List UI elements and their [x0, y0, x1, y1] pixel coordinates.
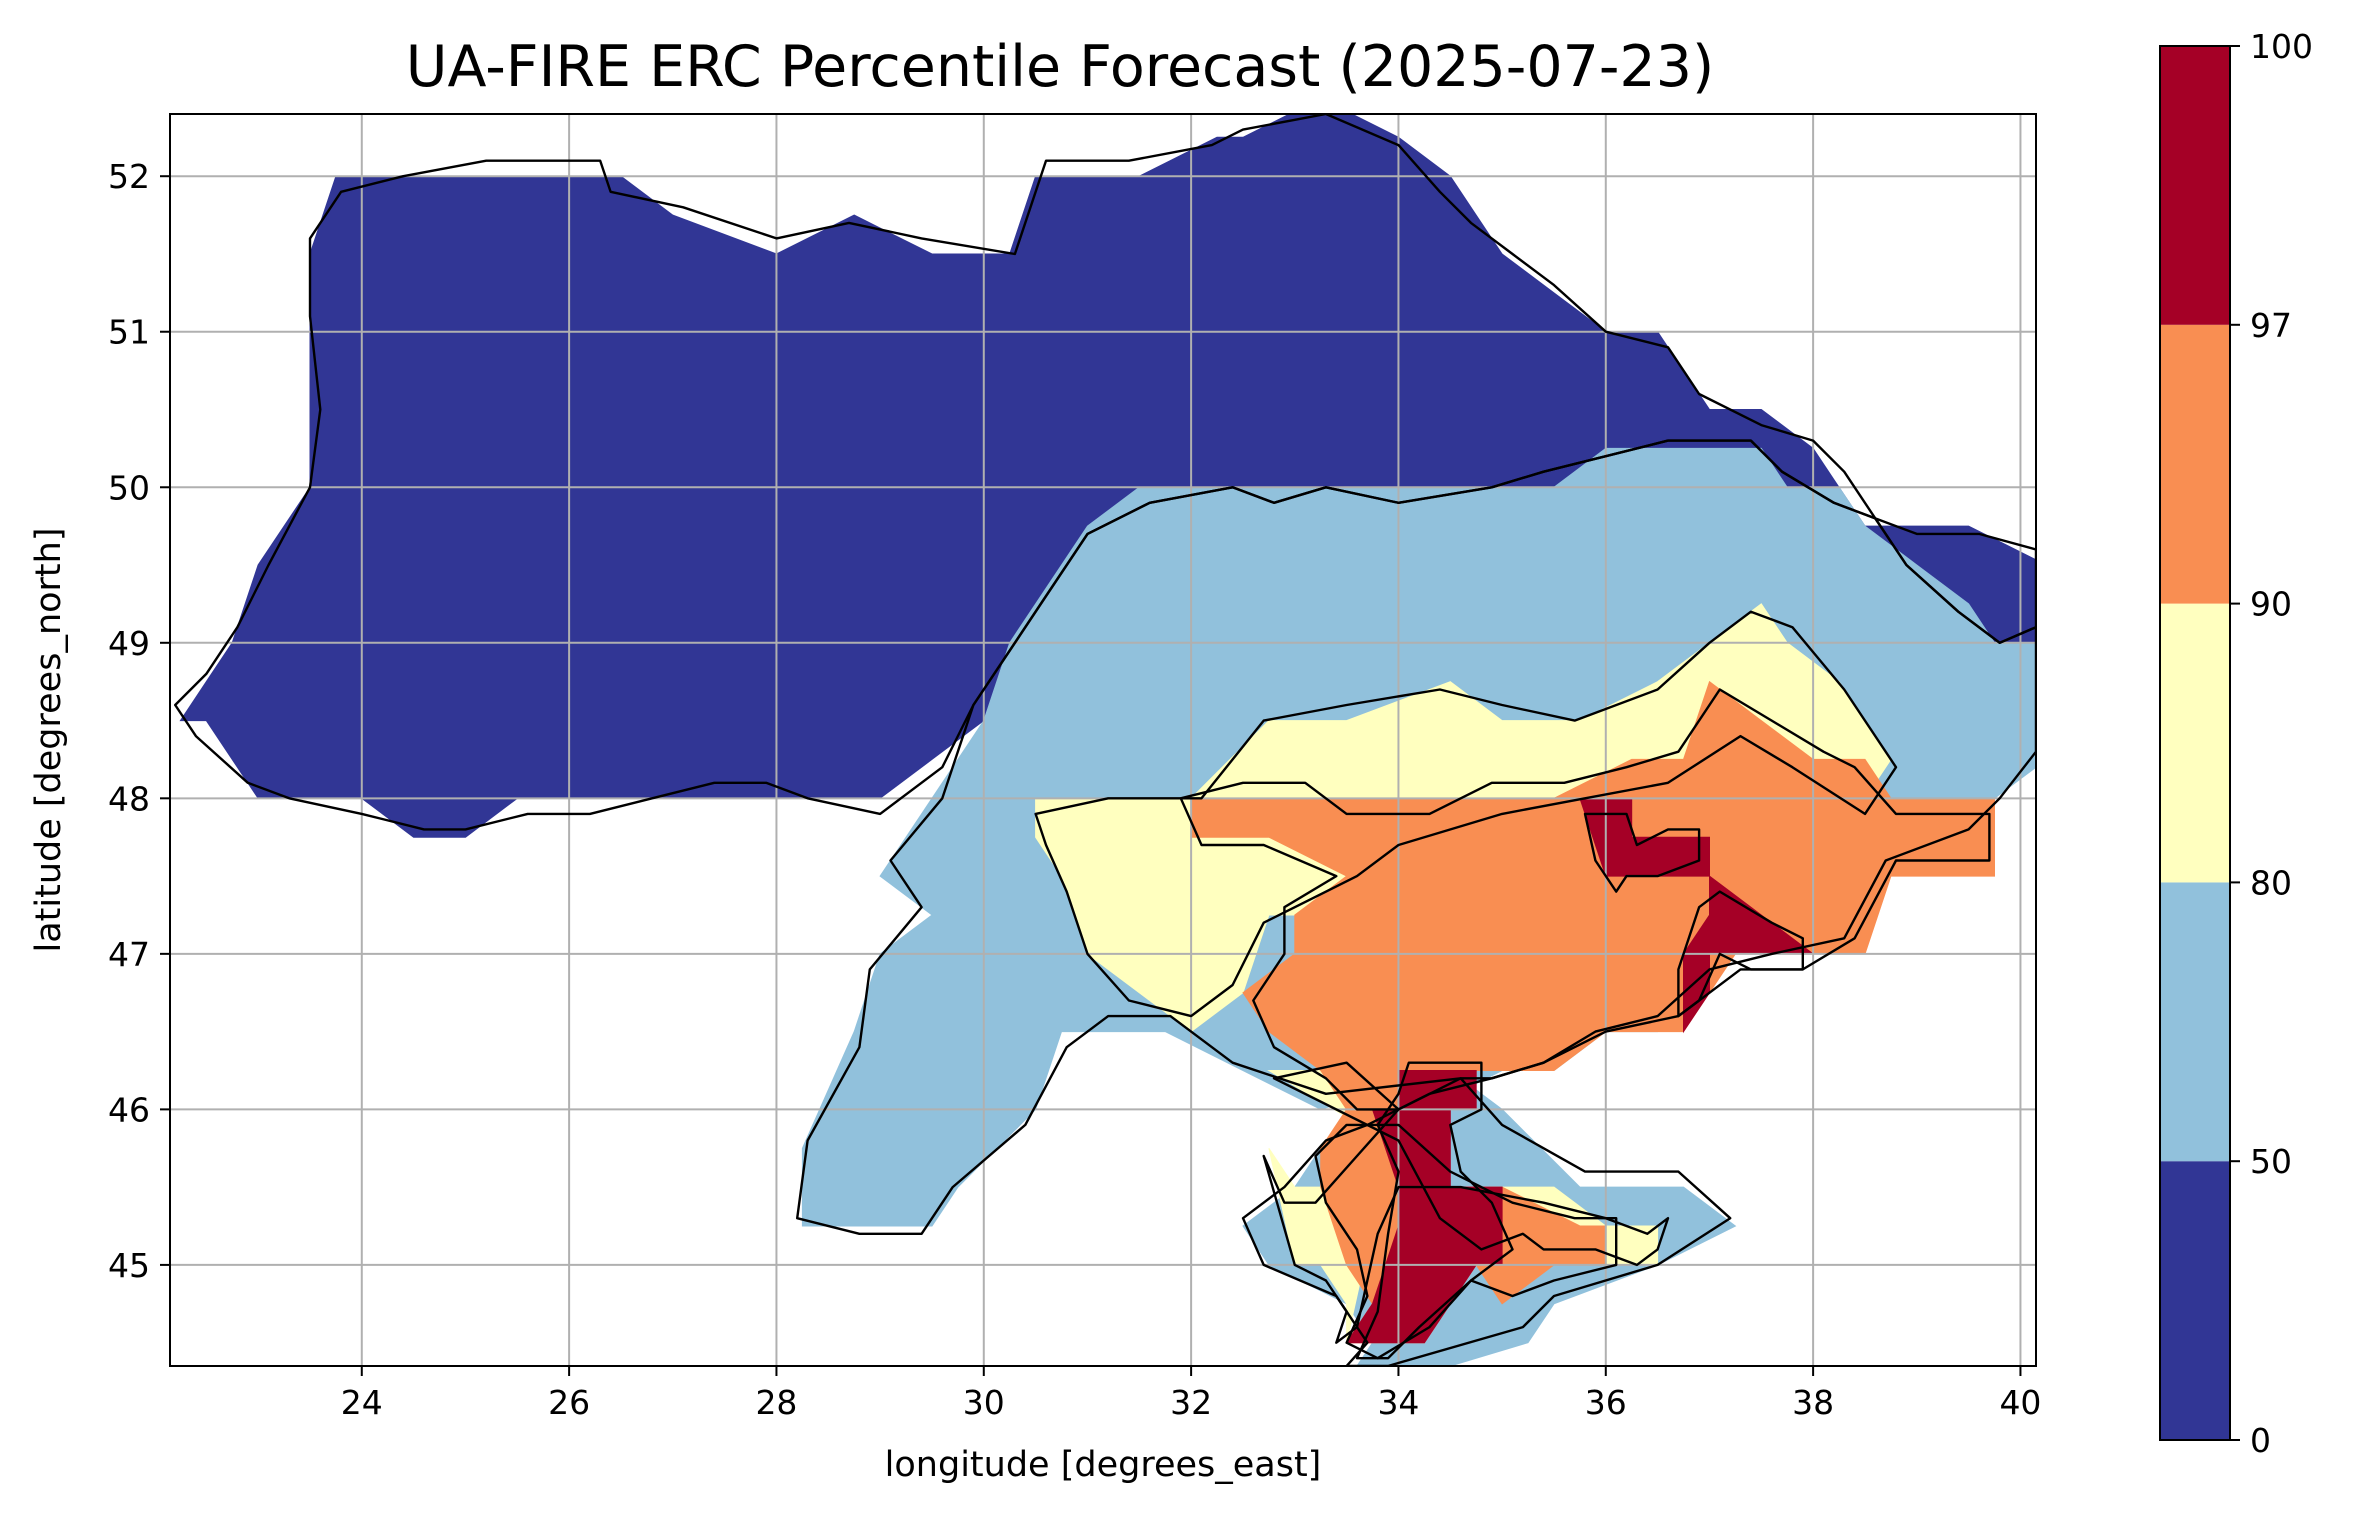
boundary-2	[1034, 610, 1898, 1018]
colorbar: 0 50 80 90 97 100	[2159, 27, 2313, 1460]
y-tick-label-51: 51	[108, 313, 150, 352]
colorbar-frame	[2159, 45, 2231, 1441]
x-tick-label-38: 38	[1792, 1383, 1834, 1422]
y-axis: 45 46 47 48 49 50 51 52	[108, 157, 170, 1285]
map-area	[169, 113, 2037, 1367]
colorbar-segment-0	[2160, 1161, 2230, 1440]
x-tick-label-40: 40	[1999, 1383, 2041, 1422]
boundary-4	[1179, 688, 1991, 1111]
x-tick-label-24: 24	[341, 1383, 383, 1422]
boundary-3	[1262, 1061, 1670, 1344]
y-tick-label-46: 46	[108, 1090, 150, 1129]
x-tick-label-36: 36	[1585, 1383, 1627, 1422]
boundary-8	[1677, 890, 1805, 1018]
colorbar-tick-label-97: 97	[2250, 306, 2292, 345]
y-tick-label-50: 50	[108, 468, 150, 507]
colorbar-segment-2	[2160, 603, 2230, 883]
colorbar-tick-label-50: 50	[2250, 1142, 2292, 1181]
x-tick-label-26: 26	[548, 1383, 590, 1422]
boundary-0	[173, 114, 2036, 831]
colorbar-tick-label-80: 80	[2250, 863, 2292, 902]
x-tick-label-30: 30	[963, 1383, 1005, 1422]
y-tick-label-52: 52	[108, 157, 150, 196]
colorbar-segment-1	[2160, 882, 2230, 1162]
x-tick-label-34: 34	[1377, 1383, 1419, 1422]
x-axis: 24 26 28 30 32 34 36 38 40	[341, 1366, 2041, 1422]
boundary-6	[1355, 1061, 1514, 1360]
map-frame	[169, 113, 2037, 1367]
colorbar-segment-3	[2160, 324, 2230, 604]
percentile-raster	[179, 114, 2036, 1366]
colorbar-tick-label-90: 90	[2250, 585, 2292, 624]
x-tick-label-32: 32	[1170, 1383, 1212, 1422]
x-tick-label-28: 28	[755, 1383, 797, 1422]
gridlines	[170, 114, 2036, 1366]
y-tick-label-47: 47	[108, 935, 150, 974]
colorbar-tick-label-100: 100	[2250, 27, 2313, 66]
erc-region-97-100-7	[1579, 797, 1710, 877]
y-tick-label-49: 49	[108, 624, 150, 663]
colorbar-tick-label-0: 0	[2250, 1421, 2271, 1460]
y-tick-label-45: 45	[108, 1246, 150, 1285]
y-tick-label-48: 48	[108, 779, 150, 818]
boundary-7	[1583, 812, 1701, 893]
y-axis-label: latitude [degrees_north]	[29, 528, 69, 953]
chart-title: UA-FIRE ERC Percentile Forecast (2025-07…	[406, 34, 1714, 100]
oblast-borders	[173, 114, 2036, 1366]
boundary-5	[1314, 1123, 1618, 1360]
x-axis-label: longitude [degrees_east]	[885, 1445, 1322, 1485]
colorbar-segment-4	[2160, 46, 2230, 325]
